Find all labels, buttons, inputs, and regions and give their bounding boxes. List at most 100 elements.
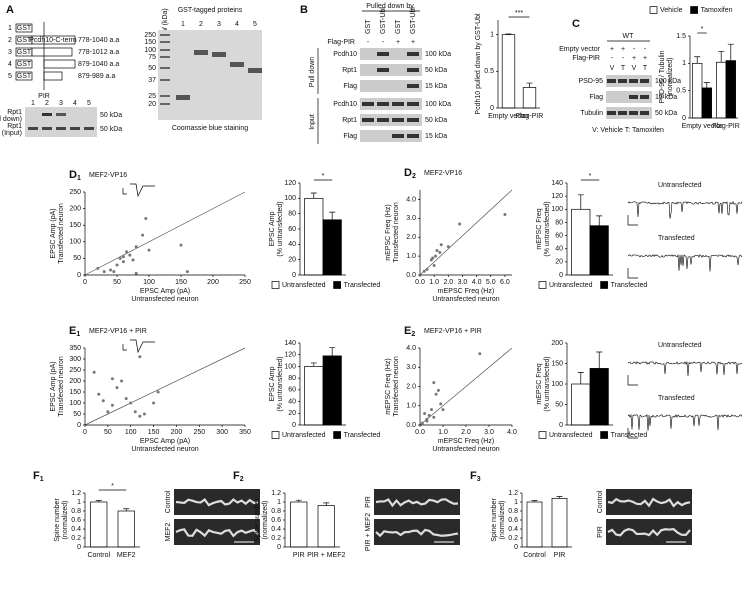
- legend-label: Transfected: [611, 432, 648, 439]
- point: [134, 271, 138, 275]
- error-bar: [577, 372, 584, 384]
- point: [97, 392, 101, 396]
- panel-letter: A: [6, 4, 14, 16]
- label: 2: [45, 100, 49, 107]
- panel-label: E2: [404, 325, 415, 338]
- band: [377, 102, 389, 106]
- label: +: [643, 55, 647, 62]
- x-tick-label: Empty vector: [682, 123, 724, 130]
- blot: [25, 107, 97, 137]
- x-tick-label: 4.0: [472, 279, 482, 286]
- panel-sub: 1: [40, 476, 44, 483]
- marker-band: [160, 41, 170, 43]
- trace-scale: [627, 428, 638, 439]
- band: [407, 134, 419, 138]
- y-tick-label: 100: [551, 206, 563, 213]
- x-tick-label: 300: [216, 429, 228, 436]
- point: [101, 399, 105, 403]
- band: [618, 79, 627, 83]
- band: [377, 52, 389, 56]
- y-tick-label: 0.6: [508, 517, 518, 524]
- x-tick-label: 3.0: [484, 429, 494, 436]
- rotated-label: Pull down: [309, 57, 316, 87]
- label: 3: [8, 49, 12, 56]
- construct: [31, 47, 73, 57]
- label: Pcdh10: [333, 51, 357, 58]
- band: [84, 127, 94, 130]
- legend-swatch: [649, 6, 658, 14]
- band: [392, 134, 404, 138]
- legend-label: Vehicle: [660, 7, 683, 14]
- point: [124, 397, 128, 401]
- y-axis-label: (% untransfected): [277, 356, 284, 411]
- y-tick-label: 0.2: [508, 535, 518, 542]
- point: [439, 243, 443, 247]
- chart-title: MEF2-VP16 + PIR: [89, 328, 147, 335]
- column-label: GST-Ubl: [380, 7, 387, 34]
- label: -: [644, 46, 647, 53]
- x-tick-label: 2.0: [461, 429, 471, 436]
- trace-label: Transfected: [658, 395, 695, 402]
- x-tick-label: PIR: [293, 552, 305, 559]
- panel-letter: D: [404, 167, 412, 179]
- y-axis-label: (% untransfected): [277, 201, 284, 256]
- x-tick-label: 0.0: [415, 279, 425, 286]
- trace: [627, 200, 743, 219]
- marker-band: [160, 103, 170, 105]
- y-tick-label: 0.8: [271, 508, 281, 515]
- y-tick-label: 140: [284, 340, 296, 347]
- panel-label: F3: [470, 470, 481, 483]
- label: T: [643, 65, 648, 72]
- label: 100 kDa: [425, 101, 451, 108]
- label: -: [622, 55, 625, 62]
- y-axis-label: Spine number: [491, 498, 498, 542]
- epsc-inset: [122, 339, 155, 354]
- panel-label: F1: [33, 470, 44, 483]
- panel-sub: 1: [76, 331, 80, 338]
- panel-letter: B: [300, 4, 308, 16]
- y-tick-label: 0: [77, 422, 81, 429]
- x-tick-label: 0.0: [415, 429, 425, 436]
- label: 15 kDa: [655, 94, 677, 101]
- marker-band: [160, 95, 170, 97]
- marker-band: [160, 67, 170, 69]
- x-tick-label: 1.0: [429, 279, 439, 286]
- bar: [322, 355, 342, 426]
- x-tick-label: 250: [193, 429, 205, 436]
- x-axis-label: Untransfected neuron: [432, 296, 499, 303]
- label: GST: [17, 37, 32, 44]
- band: [407, 52, 419, 56]
- gel-band: [230, 62, 244, 67]
- point: [138, 414, 142, 418]
- error-bar: [310, 192, 317, 199]
- label: 4: [8, 61, 12, 68]
- panel-letter: F: [233, 470, 240, 482]
- marker-band: [160, 34, 170, 36]
- point: [110, 403, 114, 407]
- image-label: Control: [597, 490, 604, 513]
- point: [138, 355, 142, 359]
- error-bar: [323, 502, 330, 506]
- bar: [551, 498, 568, 548]
- legend-label: Untransfected: [549, 432, 593, 439]
- y-tick-label: 60: [555, 232, 563, 239]
- y-tick-label: 1.2: [271, 490, 281, 497]
- legend-label: Untransfected: [549, 282, 593, 289]
- label: PSD-95: [578, 78, 603, 85]
- y-tick-label: 1: [277, 499, 281, 506]
- y-tick-label: 0: [559, 272, 563, 279]
- x-tick-label: 250: [239, 279, 251, 286]
- trace-label: Untransfected: [658, 342, 702, 349]
- band: [407, 68, 419, 72]
- x-tick-label: 0: [83, 429, 87, 436]
- label: Pcdh10: [333, 101, 357, 108]
- label: Coomassie blue staining: [172, 125, 248, 132]
- label: Flag: [589, 94, 603, 101]
- trace: [627, 254, 743, 272]
- bar: [117, 510, 135, 548]
- point: [439, 402, 443, 406]
- point: [141, 233, 145, 237]
- y-tick-label: 3.0: [406, 215, 416, 222]
- band: [640, 111, 649, 115]
- point: [420, 421, 424, 425]
